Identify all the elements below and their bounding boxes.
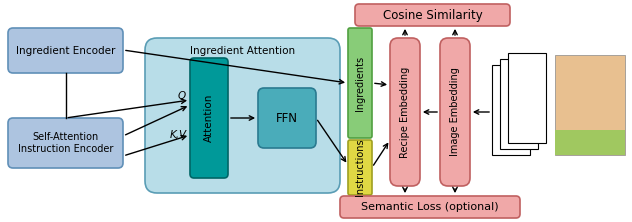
FancyBboxPatch shape (340, 196, 520, 218)
FancyBboxPatch shape (348, 140, 372, 195)
FancyBboxPatch shape (190, 58, 228, 178)
FancyBboxPatch shape (355, 4, 510, 26)
FancyBboxPatch shape (440, 38, 470, 186)
Text: Ingredient Encoder: Ingredient Encoder (16, 46, 115, 56)
FancyBboxPatch shape (492, 65, 530, 155)
FancyBboxPatch shape (8, 28, 123, 73)
FancyBboxPatch shape (348, 28, 372, 138)
Text: Semantic Loss (optional): Semantic Loss (optional) (361, 202, 499, 212)
Text: Ingredients: Ingredients (355, 56, 365, 111)
FancyBboxPatch shape (555, 130, 625, 155)
FancyBboxPatch shape (500, 59, 538, 149)
Text: FFN: FFN (276, 111, 298, 125)
Text: Ingredient Attention: Ingredient Attention (190, 46, 295, 56)
Text: Attention: Attention (204, 94, 214, 142)
Text: Self-Attention
Instruction Encoder: Self-Attention Instruction Encoder (18, 132, 113, 154)
Text: Instructions: Instructions (355, 139, 365, 196)
FancyBboxPatch shape (258, 88, 316, 148)
FancyBboxPatch shape (145, 38, 340, 193)
Text: Image Embedding: Image Embedding (450, 67, 460, 157)
FancyBboxPatch shape (8, 118, 123, 168)
FancyBboxPatch shape (555, 55, 625, 155)
Text: K,V: K,V (169, 130, 186, 140)
FancyBboxPatch shape (508, 53, 546, 143)
Text: Recipe Embedding: Recipe Embedding (400, 66, 410, 158)
Text: Q: Q (178, 91, 186, 101)
Text: Cosine Similarity: Cosine Similarity (382, 8, 482, 22)
FancyBboxPatch shape (390, 38, 420, 186)
